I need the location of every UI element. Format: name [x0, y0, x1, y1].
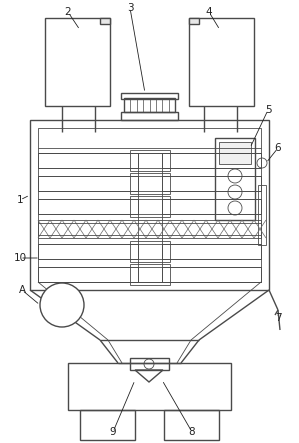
Bar: [162, 267, 261, 282]
Text: A: A: [19, 285, 25, 295]
Bar: [121, 112, 178, 120]
Bar: [130, 358, 169, 370]
Bar: [130, 264, 170, 285]
Bar: [162, 176, 261, 191]
Bar: [130, 196, 170, 217]
Text: 10: 10: [13, 253, 27, 263]
Bar: [38, 220, 261, 238]
Bar: [100, 18, 110, 24]
Bar: [38, 199, 138, 214]
Text: 4: 4: [206, 7, 212, 17]
Bar: [45, 18, 110, 106]
Bar: [30, 120, 269, 290]
Bar: [130, 150, 170, 171]
Bar: [162, 244, 261, 259]
Bar: [258, 185, 266, 245]
Bar: [124, 98, 175, 112]
Bar: [189, 18, 199, 24]
Bar: [164, 410, 219, 440]
Polygon shape: [135, 370, 163, 382]
Text: 5: 5: [265, 105, 271, 115]
Bar: [130, 241, 170, 262]
Bar: [38, 153, 138, 168]
Text: 8: 8: [189, 427, 195, 437]
Bar: [38, 128, 261, 282]
Bar: [38, 267, 138, 282]
Text: 2: 2: [65, 7, 71, 17]
Bar: [80, 410, 135, 440]
Bar: [189, 18, 254, 106]
Bar: [121, 93, 178, 99]
Bar: [130, 173, 170, 194]
Text: 1: 1: [17, 195, 23, 205]
Circle shape: [40, 283, 84, 327]
Bar: [38, 176, 138, 191]
Bar: [162, 153, 261, 168]
Bar: [38, 244, 138, 259]
Bar: [215, 138, 255, 220]
Bar: [162, 199, 261, 214]
Bar: [219, 142, 251, 164]
Text: 3: 3: [127, 3, 133, 13]
Text: 7: 7: [275, 313, 281, 323]
Text: 9: 9: [110, 427, 116, 437]
Text: 6: 6: [275, 143, 281, 153]
Bar: [68, 363, 231, 410]
